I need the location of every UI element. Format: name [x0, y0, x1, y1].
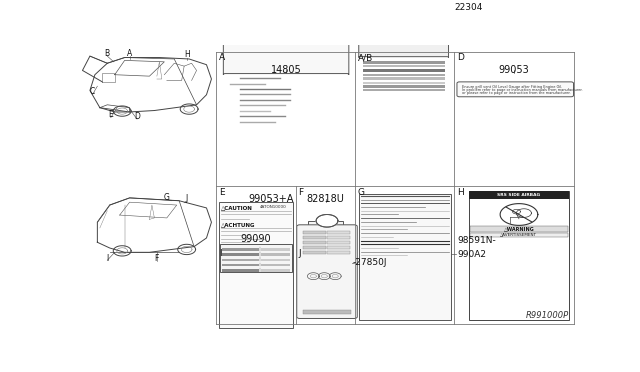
Bar — [260, 248, 290, 251]
Bar — [326, 251, 349, 254]
Text: I: I — [219, 250, 221, 259]
Text: 99053+A: 99053+A — [248, 193, 294, 203]
Bar — [363, 77, 445, 80]
Text: 82818U: 82818U — [307, 195, 344, 205]
Text: G: G — [164, 193, 170, 202]
Text: or please refer to page or instruction from the manufacturer.: or please refer to page or instruction f… — [463, 92, 571, 95]
Text: △ACHTUNG: △ACHTUNG — [221, 222, 256, 227]
Text: B: B — [105, 49, 110, 58]
Text: 98591N-: 98591N- — [457, 236, 496, 246]
Bar — [326, 246, 349, 249]
Text: Ensure grill vent Oil Level Gauge after Fitting Engine Oil.: Ensure grill vent Oil Level Gauge after … — [463, 85, 563, 89]
Text: J: J — [298, 250, 301, 259]
Bar — [326, 236, 349, 239]
Text: E: E — [219, 188, 225, 197]
Text: F: F — [298, 188, 303, 197]
Bar — [469, 191, 568, 199]
Text: G: G — [358, 188, 365, 197]
Text: 99090: 99090 — [241, 234, 271, 244]
Text: I: I — [106, 254, 108, 263]
Bar — [260, 269, 290, 272]
Text: In problem refer to page or instruction manuals from manufacturer.: In problem refer to page or instruction … — [463, 89, 583, 93]
Bar — [470, 232, 568, 237]
Bar — [363, 61, 445, 64]
Text: R991000P: R991000P — [525, 311, 568, 320]
FancyBboxPatch shape — [297, 225, 357, 318]
Bar — [220, 244, 292, 272]
Bar — [222, 248, 259, 251]
Text: A: A — [127, 49, 132, 58]
Bar — [222, 264, 259, 266]
Polygon shape — [316, 215, 338, 227]
Text: H: H — [184, 50, 189, 59]
Bar — [359, 193, 451, 320]
Text: 22304: 22304 — [454, 3, 483, 12]
Text: 4ATON10000: 4ATON10000 — [260, 205, 287, 209]
Text: D: D — [134, 112, 140, 121]
Bar — [363, 86, 445, 88]
Bar — [326, 231, 349, 234]
Text: 14805: 14805 — [271, 65, 301, 75]
Text: 990A2: 990A2 — [457, 250, 486, 259]
Bar — [363, 65, 445, 67]
Text: A: A — [219, 53, 225, 62]
Text: A/B: A/B — [358, 53, 373, 62]
Bar — [470, 226, 568, 232]
Text: J: J — [186, 194, 188, 203]
Text: SRS SIDE AIRBAG: SRS SIDE AIRBAG — [497, 193, 541, 197]
Text: △WARNING: △WARNING — [504, 227, 534, 232]
Bar — [303, 251, 326, 254]
Bar — [260, 253, 290, 256]
Bar — [303, 246, 326, 249]
Bar — [222, 269, 259, 272]
Bar — [303, 241, 326, 244]
Bar — [219, 202, 293, 328]
Bar — [222, 259, 259, 261]
Bar — [326, 241, 349, 244]
FancyBboxPatch shape — [223, 0, 349, 75]
FancyBboxPatch shape — [359, 0, 449, 58]
Bar — [260, 264, 290, 266]
Bar — [303, 231, 326, 234]
Text: -27850J: -27850J — [353, 258, 387, 267]
Text: △AVERTISSEMENT: △AVERTISSEMENT — [500, 233, 538, 237]
Bar — [363, 74, 445, 76]
Text: E: E — [108, 110, 113, 119]
Bar — [222, 253, 259, 256]
Text: F: F — [155, 254, 159, 263]
Text: C: C — [90, 87, 95, 96]
Bar — [308, 221, 344, 231]
Bar — [303, 311, 351, 314]
Bar — [363, 89, 445, 92]
Text: △CAUTION: △CAUTION — [221, 205, 253, 210]
Bar — [363, 69, 445, 72]
FancyBboxPatch shape — [457, 82, 573, 97]
Bar — [469, 191, 568, 320]
Text: D: D — [457, 53, 464, 62]
Text: 99053: 99053 — [499, 65, 529, 75]
Bar — [260, 259, 290, 261]
Bar — [303, 236, 326, 239]
Bar — [363, 82, 445, 84]
Text: H: H — [457, 188, 464, 197]
